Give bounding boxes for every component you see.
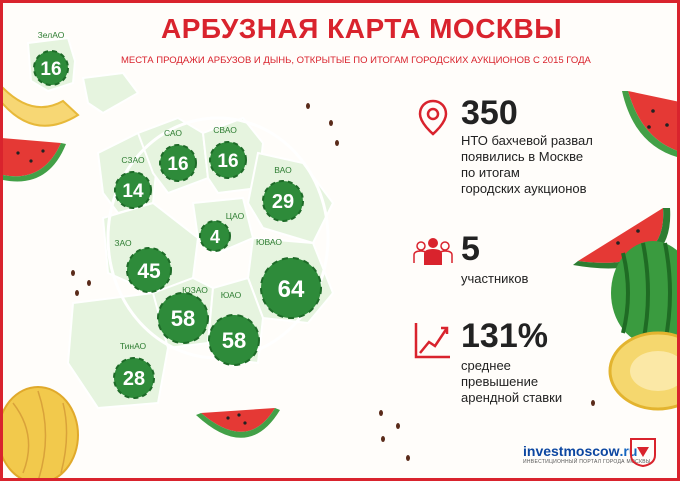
moscow-crest-icon — [630, 438, 656, 467]
watermelon-badge: 64 — [260, 257, 322, 319]
district-label: ЦАО — [226, 211, 245, 221]
melon-slice-top-left-icon — [3, 86, 80, 127]
svg-text:16: 16 — [217, 151, 238, 172]
district-label: САО — [164, 128, 182, 138]
page-title: АРБУЗНАЯ КАРТА МОСКВЫ — [161, 13, 563, 44]
district-label: СВАО — [213, 125, 237, 135]
svg-text:16: 16 — [167, 154, 188, 175]
brand-tagline: ИНВЕСТИЦИОННЫЙ ПОРТАЛ ГОРОДА МОСКВЫ — [523, 459, 651, 465]
watermelon-badge: 16 — [33, 50, 69, 86]
watermelon-badge: 4 — [199, 220, 231, 252]
moscow-map: ЗелАО САО СВАО СЗАО ВАО ЦАО ЗАО ЮВАО ЮЗА… — [3, 30, 677, 478]
melon-bottom-left-icon — [3, 386, 79, 478]
svg-text:4: 4 — [210, 227, 220, 247]
stat-description: среднее превышение арендной ставки — [461, 358, 563, 405]
watermelon-badge: 29 — [262, 180, 304, 222]
watermelon-badge: 58 — [208, 314, 260, 366]
stat-value: 350 — [461, 94, 518, 132]
stat-value: 5 — [461, 230, 480, 268]
map-regions — [26, 36, 335, 410]
stat-description: участников — [461, 271, 529, 286]
svg-text:58: 58 — [222, 328, 246, 353]
stat-value: 131% — [461, 317, 548, 355]
watermelon-slice-top-right-icon — [622, 91, 677, 157]
region-outer — [81, 71, 140, 115]
scattered-seeds — [71, 103, 595, 461]
district-label: ЗелАО — [38, 30, 65, 40]
district-label: ЮАО — [221, 290, 242, 300]
stat-description: НТО бахчевой развал появились в Москве п… — [461, 133, 593, 196]
watermelon-badge: 58 — [157, 292, 209, 344]
watermelon-slice-left-icon — [3, 138, 66, 182]
location-pin-icon — [418, 99, 448, 136]
svg-text:28: 28 — [123, 368, 145, 390]
brand-logo[interactable]: investmoscow.ru ИНВЕСТИЦИОННЫЙ ПОРТАЛ ГО… — [523, 443, 651, 465]
watermelon-badge: 45 — [126, 247, 172, 293]
svg-text:16: 16 — [40, 59, 61, 80]
watermelon-slice-bottom-icon — [196, 408, 280, 438]
district-label: ЗАО — [114, 238, 132, 248]
district-label: СЗАО — [121, 155, 145, 165]
growth-chart-icon — [414, 323, 450, 359]
svg-text:58: 58 — [171, 306, 195, 331]
watermelon-badge: 28 — [113, 357, 155, 399]
svg-text:14: 14 — [122, 181, 144, 202]
watermelon-badge: 16 — [159, 144, 197, 182]
svg-text:45: 45 — [137, 260, 161, 283]
watermelon-badge: 16 — [209, 141, 247, 179]
svg-text:64: 64 — [278, 276, 305, 303]
watermelon-badge: 14 — [114, 171, 152, 209]
people-icon — [413, 238, 453, 265]
district-label: ЮЗАО — [182, 285, 208, 295]
district-label: ТинАО — [120, 341, 147, 351]
page-subtitle: МЕСТА ПРОДАЖИ АРБУЗОВ И ДЫНЬ, ОТКРЫТЫЕ П… — [121, 55, 591, 66]
district-label: ЮВАО — [256, 237, 282, 247]
melon-half-right-icon — [608, 331, 677, 411]
brand-name: investmoscow.ru — [523, 443, 638, 459]
district-label: ВАО — [274, 165, 292, 175]
svg-text:29: 29 — [272, 191, 294, 213]
